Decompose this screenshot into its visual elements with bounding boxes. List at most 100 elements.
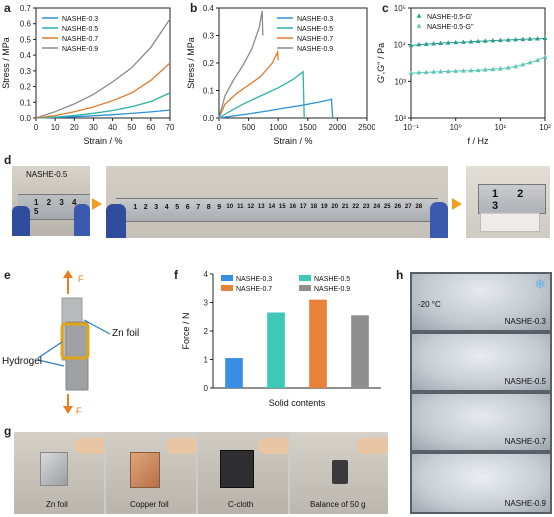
series-line-nashe-0.7 (35, 62, 171, 119)
series-line-nashe-0.3 (218, 98, 334, 119)
ccloth-hand (258, 438, 288, 454)
ruler-number: 19 (320, 204, 328, 210)
photo-h-07: NASHE-0.7 (412, 394, 550, 450)
data-point (513, 37, 519, 42)
panel-letter-g: g (4, 424, 12, 438)
data-point (505, 65, 511, 70)
zn-hand (74, 438, 104, 454)
plot-frame (218, 7, 368, 119)
chart-b: 0 500 1000 1500 2000 2500 0.0 0.1 0.2 0.3 0.4 Strai… (186, 4, 375, 146)
ruler-number: 4 (164, 204, 169, 211)
x-tick-label: 60 (146, 123, 155, 132)
x-tick-label: 40 (108, 123, 117, 132)
y-axis-label: G',G'' / Pa (376, 43, 386, 83)
y-tick-label: 10⁵ (394, 4, 406, 13)
data-point (542, 35, 548, 41)
data-point (423, 41, 429, 46)
legend-swatch (221, 285, 233, 291)
series-line-nashe-0.9 (218, 10, 264, 119)
x-tick-label: 0 (34, 123, 39, 132)
data-point (520, 62, 526, 67)
ruler-number: 27 (404, 204, 412, 210)
y-tick-label: 3 (204, 299, 209, 308)
data-point (475, 67, 481, 73)
x-axis-label: Solid contents (269, 398, 326, 408)
ruler-number: 20 (331, 204, 339, 210)
ccloth-sample (220, 450, 254, 488)
data-point (423, 69, 429, 75)
y-tick-label: 0.4 (203, 4, 215, 13)
copper-hand (166, 438, 196, 454)
legend-label: NASHE-0.7 (62, 36, 98, 43)
ruler-number: 3 (154, 204, 159, 211)
ruler-number: 14 (268, 204, 276, 210)
photo-h-05: NASHE-0.5 (412, 334, 550, 390)
h-label-03: NASHE-0.3 (504, 317, 546, 326)
data-point (468, 39, 474, 44)
chart-c: 10⁻¹ 10⁰ 10¹ 10² 10² 10³ 10⁴ 10⁵ f / Hz G',G'' / … (376, 4, 551, 146)
series-line-nashe-0.7 (218, 49, 279, 119)
ruler-number: 9 (217, 204, 222, 211)
x-tick-label: 10 (51, 123, 60, 132)
data-point (445, 40, 451, 45)
data-point (527, 36, 533, 41)
legend-label: NASHE-0.5-G' (427, 14, 472, 21)
force-arrowhead-top (63, 270, 73, 278)
legend-swatch (299, 285, 311, 291)
legend-label: NASHE-0.7 (297, 36, 333, 43)
data-point (453, 68, 459, 73)
data-point (505, 37, 511, 42)
ruler-numbers-right: 1 2 3 (492, 188, 532, 212)
x-tick-label: 30 (89, 123, 98, 132)
legend-label: NASHE-0.9 (62, 46, 98, 53)
h-temperature: -20 °C (418, 300, 441, 309)
y-tick-label: 0.5 (20, 35, 32, 44)
y-tick-label: 0.2 (203, 59, 215, 68)
photo-g-copper: Copper foil (106, 432, 196, 514)
x-axis-label: Strain / % (83, 136, 122, 146)
y-tick-label: 0.7 (20, 4, 32, 13)
data-point (490, 38, 496, 43)
data-point (416, 41, 422, 47)
data-point (431, 69, 436, 74)
glove-mid-left (106, 204, 126, 238)
legend-swatch (416, 13, 422, 18)
ruler-long (116, 198, 438, 222)
legend-label: NASHE-0.7 (236, 286, 272, 293)
ruler-number: 15 (278, 204, 286, 210)
ruler-number: 6 (185, 204, 190, 211)
y-tick-label: 1 (204, 356, 209, 365)
x-tick-label: 70 (166, 123, 175, 132)
data-point (461, 68, 466, 73)
photo-d-middle: 1 2 3 4 5 6 7 8 9 10 11 12 13 14 15 16 17 18 19 20 21 22 23 24 2… (106, 166, 448, 238)
data-point (468, 67, 474, 73)
photo-g-balance: Balance of 50 g (290, 432, 388, 514)
y-tick-label: 2 (204, 327, 209, 336)
series-line-nashe-0.5 (35, 92, 171, 119)
data-point (535, 57, 540, 63)
x-tick-label: 1000 (269, 123, 287, 132)
hydrogel-pointer-1 (37, 341, 63, 359)
photo-h-03: ❄ -20 °C NASHE-0.3 (412, 274, 550, 330)
x-tick-label: 1500 (299, 123, 317, 132)
ruler-number: 23 (362, 204, 370, 210)
photo-g-container: Zn foil Copper foil C-cloth Balance of 5… (14, 432, 388, 514)
legend-swatch (221, 275, 233, 281)
data-point (453, 39, 459, 45)
data-point (438, 40, 444, 46)
x-tick-label: 2500 (358, 123, 375, 132)
glove-mid-right (430, 202, 448, 238)
bar-nashe-0.3 (225, 358, 243, 388)
legend-label: NASHE-0.5 (297, 26, 333, 33)
h-label-09: NASHE-0.9 (504, 499, 546, 508)
legend-label: NASHE-0.3 (297, 16, 333, 23)
ruler-number: 2 (143, 204, 148, 211)
data-point (408, 42, 414, 48)
photo-d-left: NASHE-0.5 1 2 3 4 5 (12, 166, 90, 236)
force-label-bottom: F (76, 406, 82, 416)
zn-foil-pointer (83, 319, 111, 335)
x-tick-label: 500 (242, 123, 256, 132)
hydrogel-label: Hydrogel (2, 356, 42, 367)
bar-nashe-0.7 (309, 299, 327, 388)
photo-h-09: NASHE-0.9 (412, 454, 550, 512)
